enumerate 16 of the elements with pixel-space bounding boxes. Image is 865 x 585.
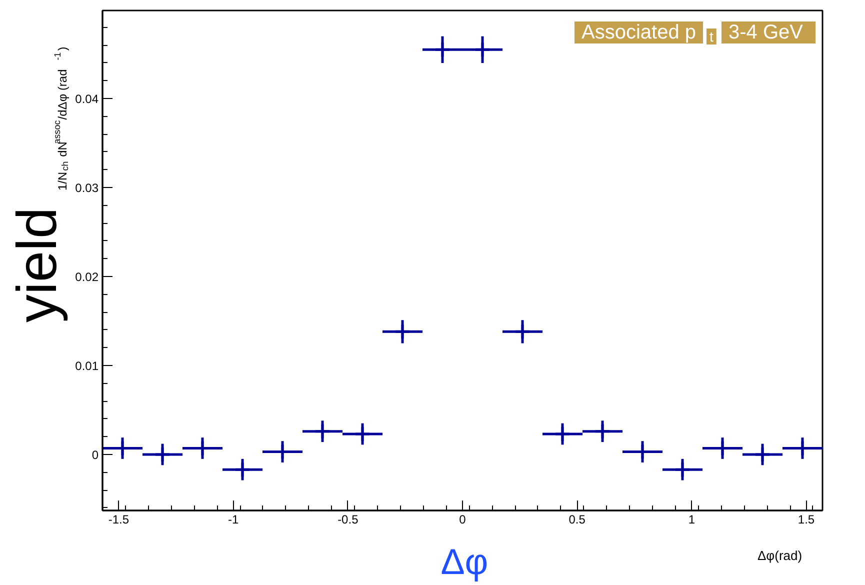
x-tick-label: -0.5 xyxy=(338,512,359,526)
x-axis-title: Δφ(rad) xyxy=(758,548,802,563)
y-axis-title: 1/Nch dNassoc/dΔφ (rad-1) xyxy=(52,46,70,190)
text: Δφ xyxy=(440,541,488,582)
y-tick-label: 0.04 xyxy=(75,92,99,106)
x-tick-label: 1 xyxy=(688,512,696,526)
y-tick-label: 0.03 xyxy=(75,181,99,196)
x-tick-label: -1.5 xyxy=(108,512,130,526)
y-tick-label: 0 xyxy=(92,448,99,462)
y-tick-label: 0.02 xyxy=(75,270,99,284)
text: yield xyxy=(5,207,68,322)
x-tick-label: 0.5 xyxy=(568,512,586,526)
x-tick-label: 0 xyxy=(459,512,466,526)
x-tick-label: 1.5 xyxy=(798,512,815,526)
x-tick-label: -1 xyxy=(228,512,239,526)
y-tick-label: 0.01 xyxy=(75,358,99,373)
